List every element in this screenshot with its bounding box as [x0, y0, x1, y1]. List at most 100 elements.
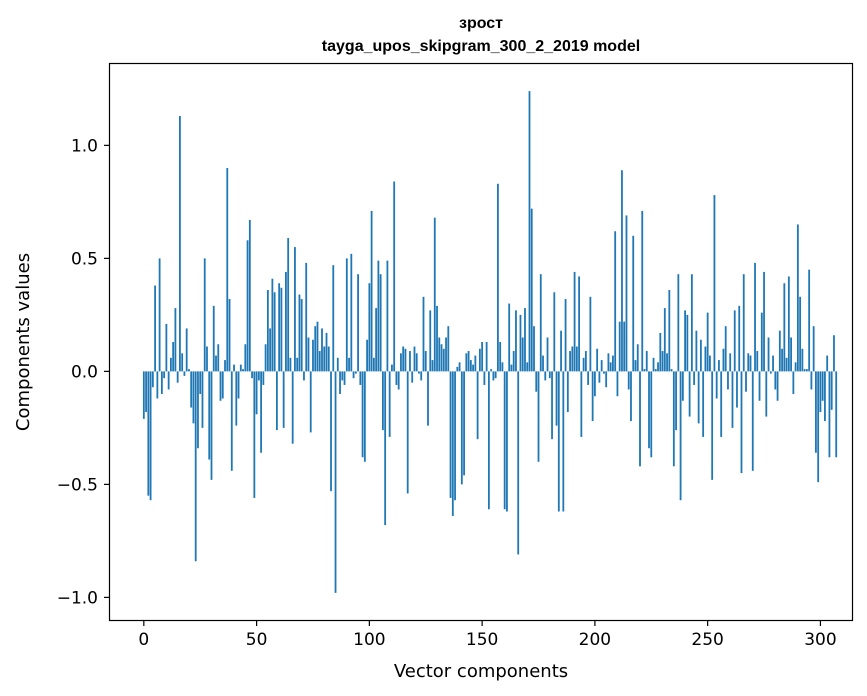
- bar-54: [264, 344, 267, 372]
- bar-181: [551, 371, 553, 440]
- bar-242: [688, 371, 691, 417]
- bar-6: [156, 371, 159, 399]
- bar-264: [738, 305, 741, 372]
- bar-247: [699, 339, 702, 372]
- bar-230: [661, 351, 664, 372]
- bar-173: [533, 326, 535, 372]
- x-tick-label: 100: [353, 630, 385, 650]
- bar-35: [221, 371, 224, 399]
- bar-89: [343, 371, 346, 385]
- bar-179: [546, 337, 549, 372]
- bar-231: [663, 308, 666, 372]
- bar-124: [422, 296, 425, 372]
- bar-69: [298, 294, 301, 372]
- plot-frame: [108, 62, 854, 622]
- bar-88: [341, 371, 344, 381]
- bar-197: [587, 371, 590, 385]
- bar-115: [402, 346, 405, 372]
- x-tick-label: 0: [138, 630, 149, 650]
- bar-170: [526, 362, 529, 372]
- bar-27: [203, 258, 206, 372]
- bar-286: [787, 276, 790, 372]
- bar-211: [618, 321, 621, 372]
- x-tick-label: 50: [246, 630, 268, 650]
- bar-12: [169, 357, 172, 372]
- bar-104: [377, 260, 380, 372]
- bar-224: [648, 371, 650, 449]
- bar-21: [190, 371, 193, 408]
- bar-36: [224, 360, 226, 372]
- bar-63: [285, 271, 287, 372]
- bar-18: [183, 371, 186, 376]
- bar-144: [467, 351, 470, 372]
- bar-39: [230, 371, 233, 471]
- bar-200: [593, 371, 596, 397]
- bar-206: [607, 353, 610, 372]
- bar-258: [724, 326, 727, 372]
- bar-90: [345, 258, 348, 372]
- bar-137: [451, 371, 454, 517]
- bar-112: [395, 371, 398, 385]
- bar-139: [456, 366, 459, 372]
- bar-272: [756, 351, 759, 372]
- bar-289: [794, 362, 797, 372]
- bar-221: [641, 210, 644, 372]
- bar-187: [564, 299, 567, 372]
- bar-42: [237, 371, 240, 399]
- y-tick-label: −1.0: [57, 588, 98, 608]
- bar-5: [154, 285, 156, 372]
- bar-151: [483, 371, 486, 385]
- bar-9: [163, 371, 166, 379]
- bar-208: [612, 355, 614, 372]
- bar-17: [181, 353, 184, 372]
- bar-122: [418, 371, 420, 374]
- x-tick-label: 150: [466, 630, 498, 650]
- bar-165: [515, 310, 517, 372]
- bar-150: [481, 342, 484, 372]
- bar-166: [517, 371, 520, 555]
- bar-284: [783, 283, 786, 372]
- bar-14: [174, 308, 177, 372]
- bar-series: [142, 91, 838, 593]
- bar-29: [208, 371, 211, 460]
- bar-74: [309, 371, 312, 433]
- bar-8: [160, 371, 163, 394]
- bar-41: [235, 371, 238, 426]
- x-tick-label: 300: [804, 630, 836, 650]
- bar-243: [690, 274, 693, 372]
- bar-161: [506, 371, 508, 512]
- bar-118: [409, 351, 411, 372]
- bar-156: [494, 371, 497, 379]
- bar-176: [539, 274, 542, 372]
- bar-66: [291, 371, 294, 444]
- bar-99: [366, 339, 368, 372]
- bar-58: [273, 292, 276, 372]
- bar-235: [672, 371, 675, 467]
- bar-229: [659, 332, 662, 372]
- bar-129: [433, 217, 436, 372]
- bar-59: [275, 371, 278, 431]
- bar-11: [167, 371, 170, 390]
- bar-184: [557, 371, 560, 512]
- bar-266: [742, 274, 745, 372]
- bar-215: [627, 371, 630, 390]
- bar-274: [760, 312, 763, 372]
- x-axis-label: Vector components: [394, 661, 568, 682]
- bar-236: [675, 371, 677, 431]
- bar-20: [188, 369, 190, 372]
- bar-147: [474, 355, 477, 372]
- bar-83: [330, 371, 332, 492]
- bar-203: [600, 360, 603, 372]
- bar-10: [165, 323, 168, 372]
- bar-44: [242, 369, 244, 372]
- y-tick-label: 1.0: [71, 136, 98, 156]
- bar-186: [562, 371, 565, 512]
- x-axis-ticks: 0 50 100 150 200 250 300: [138, 620, 837, 650]
- bar-105: [379, 274, 382, 372]
- bar-295: [808, 269, 811, 372]
- bar-256: [720, 371, 723, 437]
- x-tick-label: 250: [691, 630, 723, 650]
- bar-163: [510, 364, 513, 372]
- bar-244: [693, 371, 696, 385]
- bar-190: [571, 346, 574, 372]
